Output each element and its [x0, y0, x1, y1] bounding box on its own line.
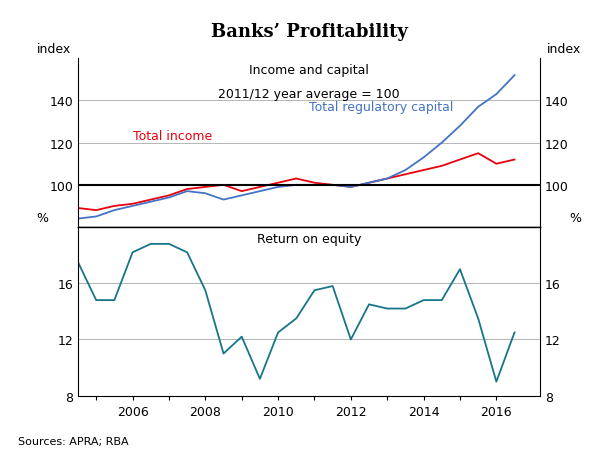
Text: Income and capital: Income and capital	[249, 64, 369, 77]
Text: Total regulatory capital: Total regulatory capital	[309, 101, 454, 114]
Text: Banks’ Profitability: Banks’ Profitability	[211, 23, 407, 40]
Text: 2011/12 year average = 100: 2011/12 year average = 100	[218, 88, 400, 101]
Text: index: index	[547, 43, 581, 56]
Text: %: %	[37, 211, 49, 224]
Text: %: %	[569, 211, 581, 224]
Text: index: index	[37, 43, 71, 56]
Text: Total income: Total income	[133, 130, 212, 143]
Text: Sources: APRA; RBA: Sources: APRA; RBA	[18, 436, 128, 446]
Text: Return on equity: Return on equity	[257, 233, 361, 246]
